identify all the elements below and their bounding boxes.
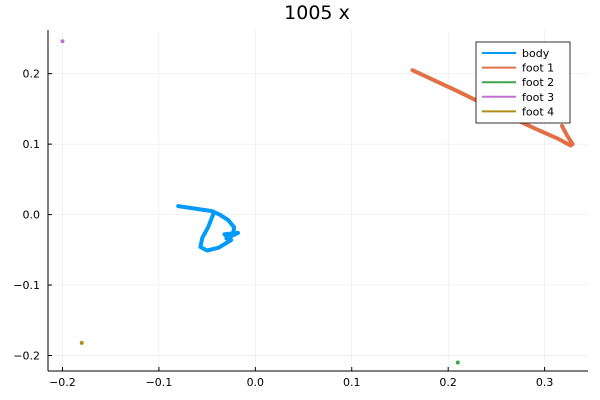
legend-label-foot-2: foot 2	[522, 76, 554, 89]
y-tick-label: 0.1	[23, 138, 41, 151]
x-tick-label: 0.1	[343, 376, 361, 389]
series-foot-4-point	[79, 340, 84, 345]
x-tick-label: 0.2	[439, 376, 457, 389]
series-foot-3-point	[60, 39, 65, 44]
chart-title: 1005 x	[284, 2, 350, 24]
series-foot-2-point	[455, 360, 460, 365]
series-foot-1-line	[410, 68, 575, 148]
plot-area	[60, 39, 575, 365]
y-tick-label: −0.2	[13, 350, 40, 363]
series-body-line	[176, 204, 240, 253]
x-tick-label: 0.3	[536, 376, 554, 389]
legend-label-body: body	[522, 47, 550, 60]
y-tick-label: 0.2	[23, 68, 41, 81]
y-tick-label: −0.1	[13, 279, 40, 292]
x-tick-label: −0.2	[49, 376, 76, 389]
axes: −0.2 −0.1 0.0 0.1 0.2 0.3 −0.2 −0.1 0.0 0.1 0.2	[13, 30, 588, 389]
legend-label-foot-3: foot 3	[522, 91, 554, 104]
x-tick-label: 0.0	[247, 376, 265, 389]
y-tick-label: 0.0	[23, 209, 41, 222]
legend-label-foot-1: foot 1	[522, 62, 554, 75]
x-tick-label: −0.1	[146, 376, 173, 389]
legend-label-foot-4: foot 4	[522, 105, 554, 118]
